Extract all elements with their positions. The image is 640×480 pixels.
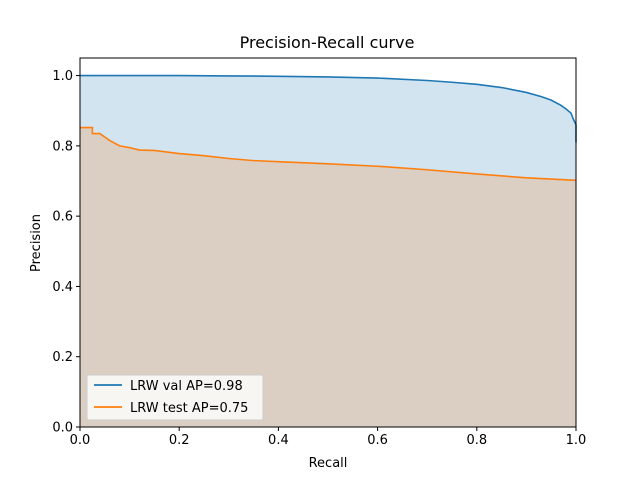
series-0-line <box>80 74 577 143</box>
series-0-area <box>80 75 576 428</box>
legend-label-test: LRW test AP=0.75 <box>130 401 248 416</box>
plot-area <box>79 57 577 428</box>
x-tick-label-3: 0.6 <box>367 433 388 448</box>
x-axis-label: Recall <box>309 456 348 471</box>
x-tick-label-0: 0.0 <box>70 433 91 448</box>
y-tick-label-5: 1.0 <box>52 69 73 84</box>
y-axis-label: Precision <box>29 214 44 272</box>
x-tick-label-4: 0.8 <box>466 433 487 448</box>
series-1-line <box>80 126 577 182</box>
legend: LRW val AP=0.98 LRW test AP=0.75 <box>86 374 264 421</box>
series-1-area <box>80 127 576 427</box>
x-tick-label-1: 0.2 <box>169 433 190 448</box>
y-tick-label-0: 0.0 <box>52 421 73 436</box>
x-tick-label-5: 1.0 <box>566 433 587 448</box>
x-axis: 0.0 0.2 0.4 0.6 0.8 1.0 <box>70 427 587 448</box>
y-tick-label-4: 0.8 <box>52 139 73 154</box>
plot-frame <box>79 57 577 428</box>
x-tick-label-2: 0.4 <box>268 433 289 448</box>
y-axis: 0.0 0.2 0.4 0.6 0.8 1.0 <box>52 69 80 436</box>
y-tick-label-1: 0.2 <box>52 350 73 365</box>
y-tick-label-2: 0.4 <box>52 280 73 295</box>
legend-label-val: LRW val AP=0.98 <box>130 379 243 394</box>
legend-box <box>86 374 264 421</box>
chart-title: Precision-Recall curve <box>240 33 415 52</box>
y-tick-label-3: 0.6 <box>52 210 73 225</box>
